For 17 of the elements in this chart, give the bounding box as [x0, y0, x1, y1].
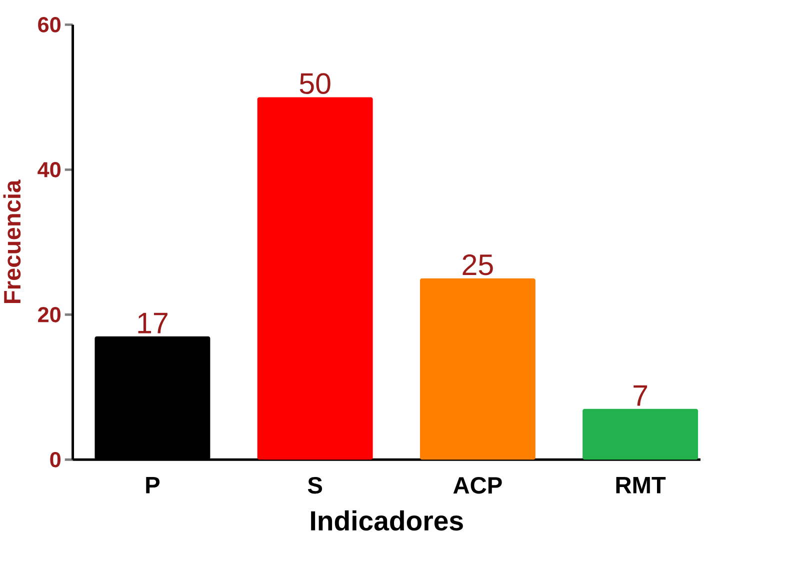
bar: [582, 408, 698, 460]
y-axis-title: Frecuencia: [3, 180, 21, 303]
y-tick-label: 0: [50, 452, 61, 468]
data-label: 17: [138, 312, 168, 334]
x-axis-title: Indicadores: [311, 510, 463, 530]
y-tick-label: 60: [38, 16, 61, 32]
y-tick-label: 20: [38, 306, 61, 322]
x-tick-label: ACP: [453, 476, 502, 494]
x-tick-label: P: [146, 476, 160, 494]
data-label: 50: [300, 73, 330, 94]
data-label: 7: [634, 385, 648, 406]
y-tick-label: 40: [38, 162, 61, 178]
data-label: 25: [462, 254, 493, 276]
bar: [420, 278, 536, 460]
bar: [257, 97, 373, 460]
x-tick-label: RMT: [616, 476, 666, 494]
x-tick-label: S: [308, 476, 322, 494]
